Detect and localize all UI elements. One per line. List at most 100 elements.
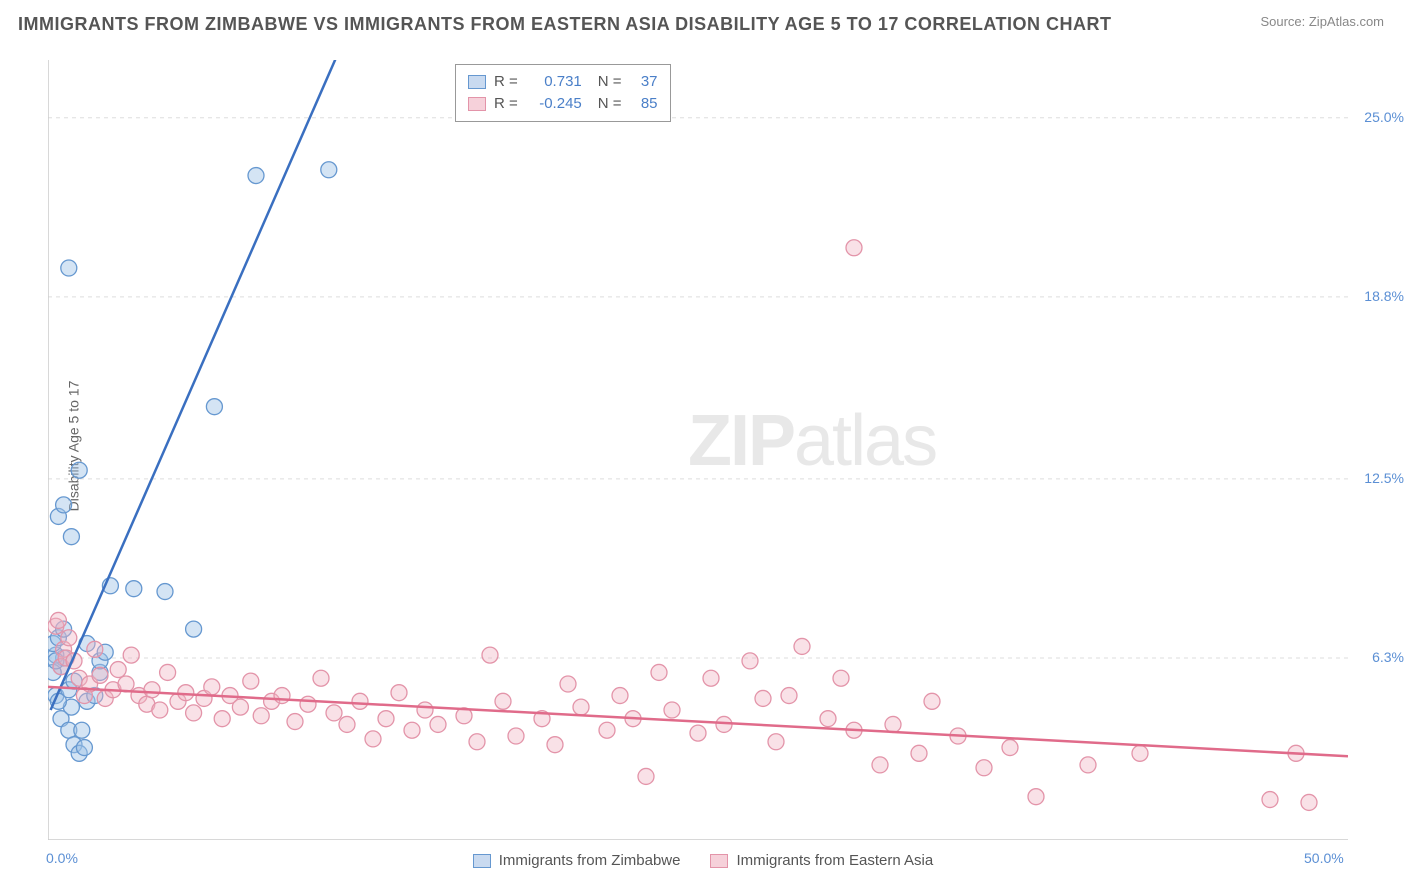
data-point <box>560 676 576 692</box>
data-point <box>144 682 160 698</box>
ytick-label: 18.8% <box>1354 288 1404 304</box>
series-legend: Immigrants from Zimbabwe Immigrants from … <box>0 852 1406 869</box>
r-label: R = <box>494 93 518 115</box>
r-value: 0.731 <box>526 71 582 93</box>
ytick-label: 6.3% <box>1354 649 1404 665</box>
data-point <box>976 760 992 776</box>
series-legend-item: Immigrants from Zimbabwe <box>473 852 681 869</box>
data-point <box>404 722 420 738</box>
data-point <box>126 581 142 597</box>
data-point <box>253 708 269 724</box>
data-point <box>469 734 485 750</box>
data-point <box>1262 792 1278 808</box>
data-point <box>664 702 680 718</box>
data-point <box>92 667 108 683</box>
n-label: N = <box>598 93 622 115</box>
data-point <box>63 529 79 545</box>
data-point <box>924 693 940 709</box>
legend-swatch <box>468 97 486 111</box>
correlation-legend: R = 0.731 N = 37R = -0.245 N = 85 <box>455 64 671 122</box>
data-point <box>50 612 66 628</box>
data-point <box>204 679 220 695</box>
data-point <box>157 584 173 600</box>
data-point <box>573 699 589 715</box>
chart-container: IMMIGRANTS FROM ZIMBABWE VS IMMIGRANTS F… <box>0 0 1406 892</box>
data-point <box>872 757 888 773</box>
data-point <box>74 722 90 738</box>
data-point <box>313 670 329 686</box>
data-point <box>651 664 667 680</box>
data-point <box>339 716 355 732</box>
data-point <box>248 168 264 184</box>
data-point <box>846 240 862 256</box>
data-point <box>378 711 394 727</box>
data-point <box>391 685 407 701</box>
plot-area: ZIPatlas 6.3%12.5%18.8%25.0%0.0%50.0% <box>48 60 1348 840</box>
data-point <box>61 260 77 276</box>
series-label: Immigrants from Zimbabwe <box>499 852 681 869</box>
n-value: 85 <box>630 93 658 115</box>
data-point <box>178 685 194 701</box>
plot-svg <box>48 60 1348 840</box>
chart-title: IMMIGRANTS FROM ZIMBABWE VS IMMIGRANTS F… <box>18 14 1112 35</box>
data-point <box>1301 794 1317 810</box>
source-label: Source: ZipAtlas.com <box>1260 14 1384 29</box>
n-value: 37 <box>630 71 658 93</box>
data-point <box>300 696 316 712</box>
data-point <box>885 716 901 732</box>
n-label: N = <box>598 71 622 93</box>
data-point <box>911 745 927 761</box>
legend-swatch <box>473 854 491 868</box>
data-point <box>152 702 168 718</box>
data-point <box>123 647 139 663</box>
data-point <box>287 714 303 730</box>
data-point <box>755 690 771 706</box>
data-point <box>703 670 719 686</box>
data-point <box>56 497 72 513</box>
data-point <box>110 662 126 678</box>
data-point <box>430 716 446 732</box>
data-point <box>186 705 202 721</box>
data-point <box>61 630 77 646</box>
ytick-label: 12.5% <box>1354 470 1404 486</box>
data-point <box>232 699 248 715</box>
data-point <box>1002 740 1018 756</box>
r-value: -0.245 <box>526 93 582 115</box>
data-point <box>794 638 810 654</box>
data-point <box>76 740 92 756</box>
data-point <box>160 664 176 680</box>
trend-line <box>48 687 1348 756</box>
data-point <box>321 162 337 178</box>
data-point <box>214 711 230 727</box>
data-point <box>1132 745 1148 761</box>
data-point <box>508 728 524 744</box>
data-point <box>206 399 222 415</box>
data-point <box>742 653 758 669</box>
series-legend-item: Immigrants from Eastern Asia <box>710 852 933 869</box>
data-point <box>186 621 202 637</box>
data-point <box>243 673 259 689</box>
legend-row: R = -0.245 N = 85 <box>468 93 658 115</box>
trend-line <box>51 60 373 710</box>
data-point <box>638 768 654 784</box>
data-point <box>87 641 103 657</box>
data-point <box>417 702 433 718</box>
data-point <box>352 693 368 709</box>
ytick-label: 25.0% <box>1354 109 1404 125</box>
data-point <box>833 670 849 686</box>
data-point <box>599 722 615 738</box>
data-point <box>768 734 784 750</box>
data-point <box>1028 789 1044 805</box>
data-point <box>326 705 342 721</box>
data-point <box>781 688 797 704</box>
data-point <box>365 731 381 747</box>
data-point <box>274 688 290 704</box>
data-point <box>495 693 511 709</box>
legend-swatch <box>468 75 486 89</box>
series-label: Immigrants from Eastern Asia <box>736 852 933 869</box>
data-point <box>690 725 706 741</box>
legend-swatch <box>710 854 728 868</box>
data-point <box>71 462 87 478</box>
data-point <box>482 647 498 663</box>
legend-row: R =0.731N =37 <box>468 71 658 93</box>
